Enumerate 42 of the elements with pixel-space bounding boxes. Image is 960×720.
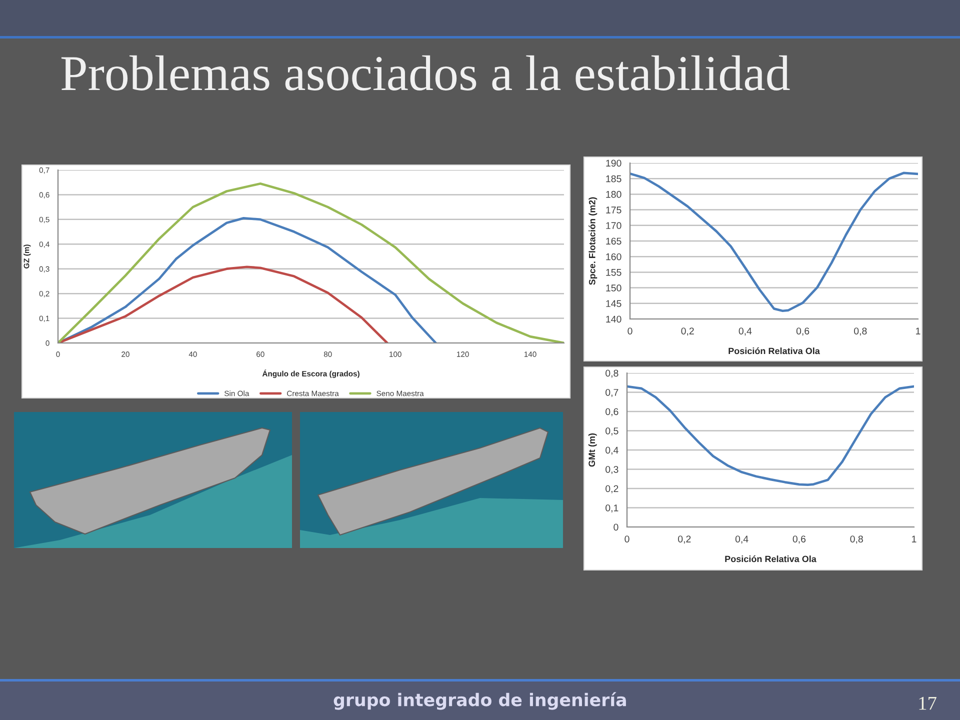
line-series bbox=[630, 172, 918, 312]
y-tick-label: 180 bbox=[606, 190, 622, 198]
x-tick-label: 0 bbox=[624, 536, 630, 542]
line-series bbox=[58, 266, 388, 343]
y-axis-title: Spce. Flotación (m2) bbox=[588, 197, 598, 285]
x-tick-label: 0,4 bbox=[738, 328, 752, 336]
x-tick-label: 0,2 bbox=[678, 536, 691, 544]
y-tick-label: 165 bbox=[606, 238, 622, 245]
line-series bbox=[627, 385, 914, 486]
y-tick-label: 0,1 bbox=[606, 504, 618, 513]
y-tick-label: 155 bbox=[606, 269, 622, 276]
x-tick-label: 0,8 bbox=[850, 536, 863, 544]
y-tick-label: 170 bbox=[606, 222, 622, 230]
y-tick-label: 0,5 bbox=[606, 427, 618, 436]
y-axis-title: GMt (m) bbox=[588, 433, 597, 467]
x-axis-title: Posición Relativa Ola bbox=[728, 347, 820, 354]
x-tick-label: 0,4 bbox=[735, 536, 748, 544]
x-tick-label: 0,8 bbox=[854, 328, 867, 336]
y-tick-label: 0,2 bbox=[606, 485, 618, 494]
x-tick-label: 0,2 bbox=[681, 328, 694, 336]
x-tick-label: 0,6 bbox=[796, 328, 810, 336]
y-tick-label: 0,7 bbox=[606, 388, 618, 398]
y-tick-label: 0,8 bbox=[606, 370, 618, 378]
y-tick-label: 0,4 bbox=[606, 446, 618, 455]
y-tick-label: 190 bbox=[606, 160, 622, 167]
x-tick-label: 1 bbox=[916, 328, 920, 334]
y-tick-label: 150 bbox=[606, 284, 622, 292]
text: 17 bbox=[919, 696, 936, 710]
text: grupo integrado de ingeniería bbox=[334, 692, 626, 710]
y-tick-label: 185 bbox=[606, 175, 622, 182]
chart-title: Problemas asociados a la estabilidad bbox=[61, 55, 790, 91]
y-tick-label: 145 bbox=[606, 300, 622, 308]
y-tick-label: 0,6 bbox=[606, 408, 618, 416]
x-tick-label: 0,6 bbox=[792, 536, 806, 544]
y-tick-label: 175 bbox=[606, 206, 622, 214]
y-tick-label: 0,3 bbox=[606, 466, 618, 474]
y-tick-label: 160 bbox=[606, 253, 622, 260]
y-tick-label: 0 bbox=[614, 524, 618, 531]
x-tick-label: 0 bbox=[628, 328, 632, 334]
x-axis-title: Posición Relativa Ola bbox=[725, 555, 816, 562]
y-tick-label: 140 bbox=[606, 316, 622, 323]
x-tick-label: 1 bbox=[912, 536, 916, 542]
